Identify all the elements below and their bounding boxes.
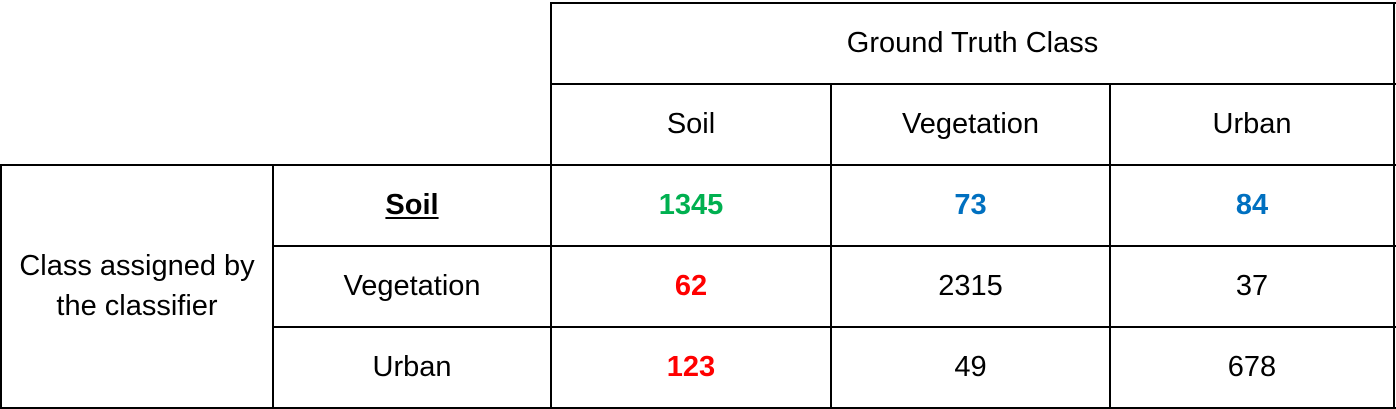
column-header-soil: Soil (666, 107, 716, 140)
cell-urban-urban: 678 (1227, 350, 1277, 383)
grid-line-row2-bottom (273, 326, 1396, 328)
cell-urban-soil: 123 (666, 350, 716, 383)
cell-vegetation-vegetation: 2315 (938, 269, 1003, 302)
column-group-header: Ground Truth Class (846, 26, 1099, 59)
row-header-soil: Soil (274, 166, 550, 245)
grid-line-left (0, 164, 2, 409)
grid-line-header-bottom (0, 164, 1396, 166)
grid-line-header-split (551, 83, 1396, 85)
cell-urban-vegetation: 49 (954, 350, 987, 383)
cell-vegetation-soil: 62 (674, 269, 708, 302)
row-header-vegetation: Vegetation (343, 269, 481, 302)
row-header-soil-label: Soil (385, 188, 439, 221)
row-group-header-text: Class assigned by the classifier (19, 250, 255, 322)
grid-line-bottom (0, 407, 1396, 409)
row-header-urban: Urban (372, 350, 452, 383)
grid-line-col1-left (550, 2, 552, 409)
grid-line-row1-bottom (273, 245, 1396, 247)
cell-soil-vegetation: 73 (954, 188, 987, 221)
grid-line-right (1393, 2, 1395, 409)
cell-soil-soil: 1345 (658, 188, 724, 221)
row-group-header: Class assigned by the classifier (2, 166, 272, 407)
cell-vegetation-urban: 37 (1235, 269, 1269, 302)
column-header-urban: Urban (1212, 107, 1292, 140)
grid-line-col3-left (1109, 84, 1111, 409)
grid-line-rowlabel-split (272, 164, 274, 409)
grid-line-col2-left (830, 84, 832, 409)
grid-line-top (551, 2, 1396, 4)
cell-soil-urban: 84 (1235, 188, 1269, 221)
column-header-vegetation: Vegetation (901, 107, 1040, 140)
